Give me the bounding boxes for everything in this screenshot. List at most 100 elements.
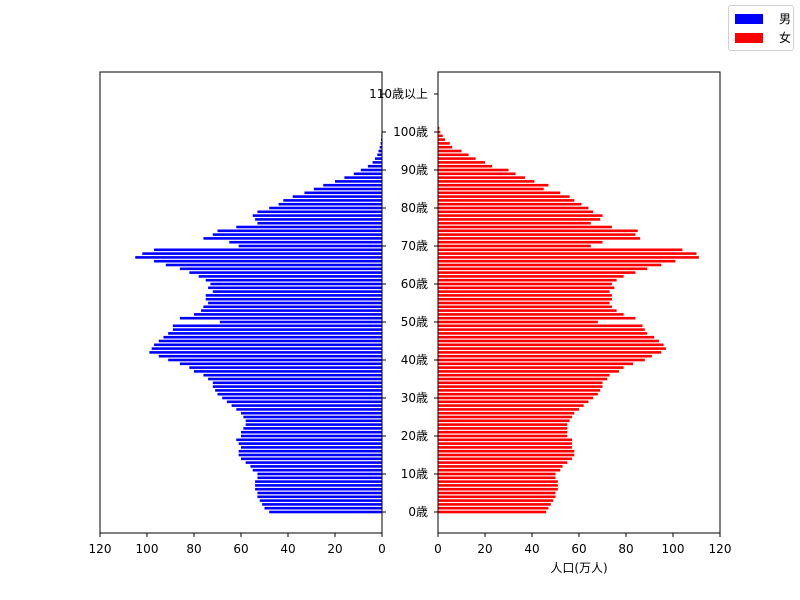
female-bar xyxy=(438,313,624,316)
female-bar xyxy=(438,244,591,248)
age-tick-label: 100歳 xyxy=(393,125,428,139)
male-bar xyxy=(252,468,382,472)
female-bar xyxy=(438,206,589,210)
male-bar xyxy=(217,392,382,396)
male-bar xyxy=(212,290,382,293)
x-tick-label: 120 xyxy=(709,542,732,556)
female-bar xyxy=(438,377,608,381)
male-bar xyxy=(189,366,382,369)
x-tick-label: 100 xyxy=(136,542,159,556)
female-bar xyxy=(438,476,556,480)
age-tick-label: 40歳 xyxy=(401,353,428,367)
female-bar xyxy=(438,430,568,434)
female-bar xyxy=(438,343,664,347)
female-bar xyxy=(438,358,645,362)
female-bar xyxy=(438,487,558,491)
female-bar xyxy=(438,218,601,221)
male-bar xyxy=(252,214,382,217)
age-tick-label: 90歳 xyxy=(401,163,428,177)
male-bar xyxy=(208,377,382,381)
female-bar xyxy=(438,351,662,354)
female-bar xyxy=(438,263,662,267)
legend-swatch-blue-icon xyxy=(735,14,763,24)
male-bar xyxy=(236,438,382,442)
female-bar xyxy=(438,297,612,301)
female-bar xyxy=(438,195,570,198)
male-bar xyxy=(313,187,382,191)
x-tick-label: 0 xyxy=(378,542,386,556)
male-bar xyxy=(203,373,382,377)
male-bar xyxy=(241,430,382,434)
male-bar xyxy=(238,449,382,453)
female-bar xyxy=(438,275,624,278)
age-tick-label: 60歳 xyxy=(401,277,428,291)
male-bar xyxy=(135,256,382,259)
male-bar xyxy=(208,286,382,290)
male-bar xyxy=(205,297,382,301)
male-bar xyxy=(238,442,382,445)
male-bar xyxy=(154,248,382,252)
male-bar xyxy=(203,237,382,240)
female-bar xyxy=(438,396,594,400)
male-bar xyxy=(278,202,382,206)
female-bar xyxy=(438,423,568,426)
female-bar xyxy=(438,168,509,172)
female-bar xyxy=(438,130,441,134)
female-bar xyxy=(438,214,603,217)
female-bar xyxy=(438,134,443,138)
male-bar xyxy=(179,267,382,271)
male-bar xyxy=(241,434,382,438)
female-bar xyxy=(438,499,554,502)
male-bar xyxy=(380,142,382,145)
legend: 男 女 xyxy=(728,5,794,51)
female-bar xyxy=(438,389,601,392)
x-tick-label: 60 xyxy=(233,542,248,556)
age-tick-label: 30歳 xyxy=(401,391,428,405)
male-bar xyxy=(205,294,382,297)
female-bar xyxy=(438,339,659,343)
male-bar xyxy=(257,495,382,499)
male-bar xyxy=(168,358,382,362)
male-bar xyxy=(377,153,382,157)
female-bar xyxy=(438,453,575,457)
male-bar xyxy=(194,313,382,316)
female-bar xyxy=(438,404,584,407)
female-bar xyxy=(438,446,572,449)
female-bar xyxy=(438,438,572,442)
female-bar xyxy=(438,153,469,157)
male-bar xyxy=(243,427,382,430)
male-bar xyxy=(236,408,382,411)
female-bar xyxy=(438,290,610,293)
male-bar xyxy=(257,476,382,480)
male-bar xyxy=(163,335,382,339)
male-bar xyxy=(189,271,382,274)
female-bar xyxy=(438,164,493,168)
female-bar xyxy=(438,457,572,461)
female-bars xyxy=(438,126,699,514)
male-bar xyxy=(259,499,382,502)
female-bar xyxy=(438,176,525,179)
female-bar xyxy=(438,411,575,415)
male-bar xyxy=(236,225,382,229)
legend-item-male: 男 xyxy=(735,12,791,26)
male-bar xyxy=(179,316,382,320)
legend-item-female: 女 xyxy=(735,31,791,45)
male-bar xyxy=(304,191,382,195)
x-axis-label: 人口(万人) xyxy=(550,561,607,575)
female-bar xyxy=(438,278,617,282)
female-bar xyxy=(438,248,683,252)
female-bar xyxy=(438,385,603,388)
female-bar xyxy=(438,320,598,324)
male-bar xyxy=(201,309,382,312)
x-tick-label: 20 xyxy=(477,542,492,556)
male-bar xyxy=(212,385,382,388)
female-bar xyxy=(438,252,697,255)
male-bar xyxy=(222,396,382,400)
age-tick-label: 70歳 xyxy=(401,239,428,253)
female-bar xyxy=(438,183,549,187)
x-tick-label: 20 xyxy=(327,542,342,556)
male-bar xyxy=(238,244,382,248)
male-bar xyxy=(154,259,382,263)
female-bar xyxy=(438,267,648,271)
x-tick-label: 120 xyxy=(89,542,112,556)
